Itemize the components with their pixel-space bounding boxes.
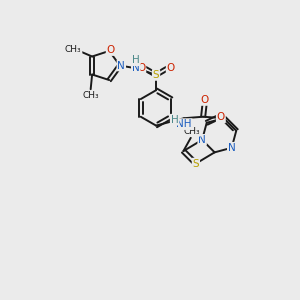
Text: CH₃: CH₃ [65,45,82,54]
Text: O: O [106,45,115,55]
Text: S: S [193,159,199,169]
Text: H: H [132,55,140,65]
Text: H: H [171,115,178,125]
Text: N: N [117,61,125,70]
Text: N: N [228,143,236,153]
Text: NH: NH [176,119,192,129]
Text: O: O [167,64,175,74]
Text: N: N [198,135,206,145]
Text: O: O [137,64,146,74]
Text: O: O [200,95,209,105]
Text: CH₃: CH₃ [184,127,200,136]
Text: N: N [132,64,140,74]
Text: O: O [217,112,225,122]
Text: S: S [153,70,159,80]
Text: CH₃: CH₃ [82,91,99,100]
